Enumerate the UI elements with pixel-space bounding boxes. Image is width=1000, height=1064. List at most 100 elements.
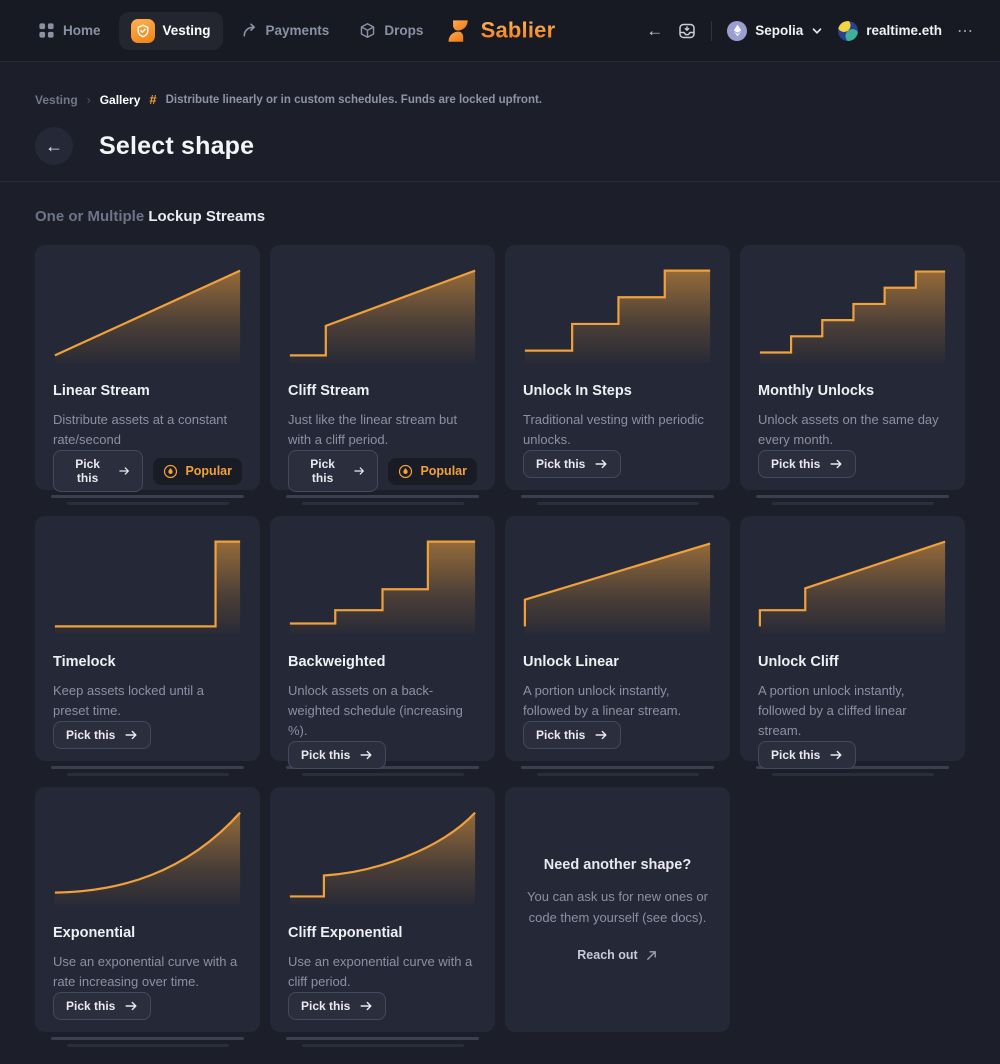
arrow-right-icon (830, 751, 842, 760)
arrow-up-right-icon (646, 950, 656, 960)
shield-check-icon (130, 18, 155, 43)
account-menu[interactable]: realtime.eth (838, 20, 942, 41)
network-selector[interactable]: Sepolia (727, 20, 823, 41)
card-stack-layer (285, 1037, 480, 1040)
card-stack-layer (301, 1044, 464, 1047)
breadcrumb-vesting[interactable]: Vesting (35, 92, 78, 107)
network-label: Sepolia (755, 23, 804, 38)
shape-chart-linear (53, 263, 242, 363)
card-description: Use an exponential curve with a rate inc… (53, 954, 238, 990)
shape-card[interactable]: Timelock Keep assets locked until a pres… (35, 516, 260, 761)
shape-chart-unlock-cliff (758, 534, 947, 634)
shape-chart-timelock (54, 534, 241, 634)
pick-this-button[interactable]: Pick this (758, 450, 857, 479)
back-arrow-button[interactable]: ← (646, 21, 663, 41)
flame-icon (399, 464, 413, 478)
card-stack-layer (50, 766, 245, 769)
chart-fill-area (759, 271, 946, 363)
shape-chart-exponential (53, 805, 242, 905)
breadcrumb-gallery: Gallery (99, 92, 141, 107)
nav-item-drops[interactable]: Drops (347, 15, 435, 46)
nav-item-vesting[interactable]: Vesting (118, 11, 223, 50)
card-title: Exponential (53, 925, 136, 941)
chart-fill-area (54, 541, 241, 634)
account-label: realtime.eth (866, 23, 942, 38)
shape-card[interactable]: Unlock Linear A portion unlock instantly… (505, 516, 730, 761)
shape-card[interactable]: Backweighted Unlock assets on a back-wei… (270, 516, 495, 770)
shape-card[interactable]: Linear Stream Distribute assets at a con… (35, 245, 260, 493)
arrow-right-icon (125, 1002, 137, 1011)
nav-item-payments[interactable]: Payments (229, 15, 342, 46)
nav-item-home[interactable]: Home (26, 15, 113, 46)
chart-line (55, 542, 240, 627)
shape-chart-cliff (288, 263, 477, 363)
reach-out-label: Reach out (577, 948, 638, 963)
card-title: Linear Stream (53, 383, 150, 399)
pick-this-button[interactable]: Pick this (288, 450, 379, 493)
card-title: Unlock Cliff (758, 654, 839, 670)
reach-out-link[interactable]: Reach out (577, 948, 657, 962)
divider (711, 20, 713, 41)
card-description: Use an exponential curve with a cliff pe… (288, 954, 473, 990)
shape-card-stack: Cliff Stream Just like the linear stream… (270, 245, 495, 505)
shape-card[interactable]: Unlock Cliff A portion unlock instantly,… (740, 516, 965, 770)
pick-this-button[interactable]: Pick this (758, 741, 857, 770)
need-another-shape-card: Need another shape? You can ask us for n… (505, 787, 730, 1032)
inbox-button[interactable] (678, 22, 696, 40)
pick-this-button[interactable]: Pick this (523, 721, 622, 750)
popular-badge: Popular (388, 457, 477, 485)
card-stack-layer (66, 502, 229, 505)
pick-this-button[interactable]: Pick this (53, 992, 152, 1021)
breadcrumb: Vesting › Gallery # Distribute linearly … (35, 92, 965, 107)
card-stack-layer (66, 1044, 229, 1047)
card-actions: Pick this Popular (758, 741, 947, 770)
card-description: Keep assets locked until a preset time. (53, 683, 205, 719)
info-card-title: Need another shape? (543, 856, 692, 873)
chart-fill-area (289, 541, 476, 634)
shape-card-stack: Unlock In Steps Traditional vesting with… (505, 245, 730, 505)
pick-this-label: Pick this (310, 457, 335, 486)
more-options-button[interactable]: ⋯ (957, 21, 974, 41)
chart-line (290, 813, 475, 897)
card-description: Distribute assets at a constant rate/sec… (53, 412, 228, 448)
pick-this-label: Pick this (66, 728, 116, 743)
card-description: Unlock assets on the same day every mont… (758, 412, 939, 448)
pick-this-button[interactable]: Pick this (53, 721, 152, 750)
shape-card[interactable]: Exponential Use an exponential curve wit… (35, 787, 260, 1032)
pick-this-label: Pick this (771, 457, 821, 472)
shape-card[interactable]: Cliff Exponential Use an exponential cur… (270, 787, 495, 1032)
pick-this-button[interactable]: Pick this (288, 741, 387, 770)
section-title: Lockup Streams (148, 208, 266, 225)
arrow-right-icon (595, 460, 607, 469)
card-stack-layer (66, 773, 229, 776)
popular-label: Popular (185, 464, 232, 479)
card-stack-layer (771, 502, 934, 505)
shape-card[interactable]: Cliff Stream Just like the linear stream… (270, 245, 495, 493)
chevron-right-icon: › (86, 92, 91, 107)
pick-this-button[interactable]: Pick this (288, 992, 387, 1021)
brand-logo[interactable]: Sablier (445, 17, 556, 44)
shape-card[interactable]: Monthly Unlocks Unlock assets on the sam… (740, 245, 965, 490)
card-description: A portion unlock instantly, followed by … (523, 683, 682, 719)
chart-fill-area (54, 812, 241, 905)
pick-this-label: Pick this (301, 748, 351, 763)
card-stack-layer (520, 766, 715, 769)
shape-card-stack: Unlock Cliff A portion unlock instantly,… (740, 516, 965, 776)
chart-fill-area (759, 541, 946, 634)
brand-name: Sablier (480, 17, 556, 43)
pick-this-button[interactable]: Pick this (523, 450, 622, 479)
chart-fill-area (54, 270, 241, 363)
card-title: Unlock Linear (523, 654, 619, 670)
card-stack-layer (536, 773, 699, 776)
chevron-down-icon (812, 27, 822, 34)
page-back-button[interactable]: ← (35, 127, 73, 165)
pick-this-button[interactable]: Pick this (53, 450, 144, 493)
chart-line (760, 272, 945, 353)
popular-badge: Popular (153, 457, 242, 485)
chart-line (55, 271, 240, 356)
shape-card[interactable]: Unlock In Steps Traditional vesting with… (505, 245, 730, 490)
page-title: Select shape (99, 131, 255, 160)
card-stack-layer (520, 495, 715, 498)
chart-line (525, 544, 710, 627)
card-title: Monthly Unlocks (758, 383, 875, 399)
